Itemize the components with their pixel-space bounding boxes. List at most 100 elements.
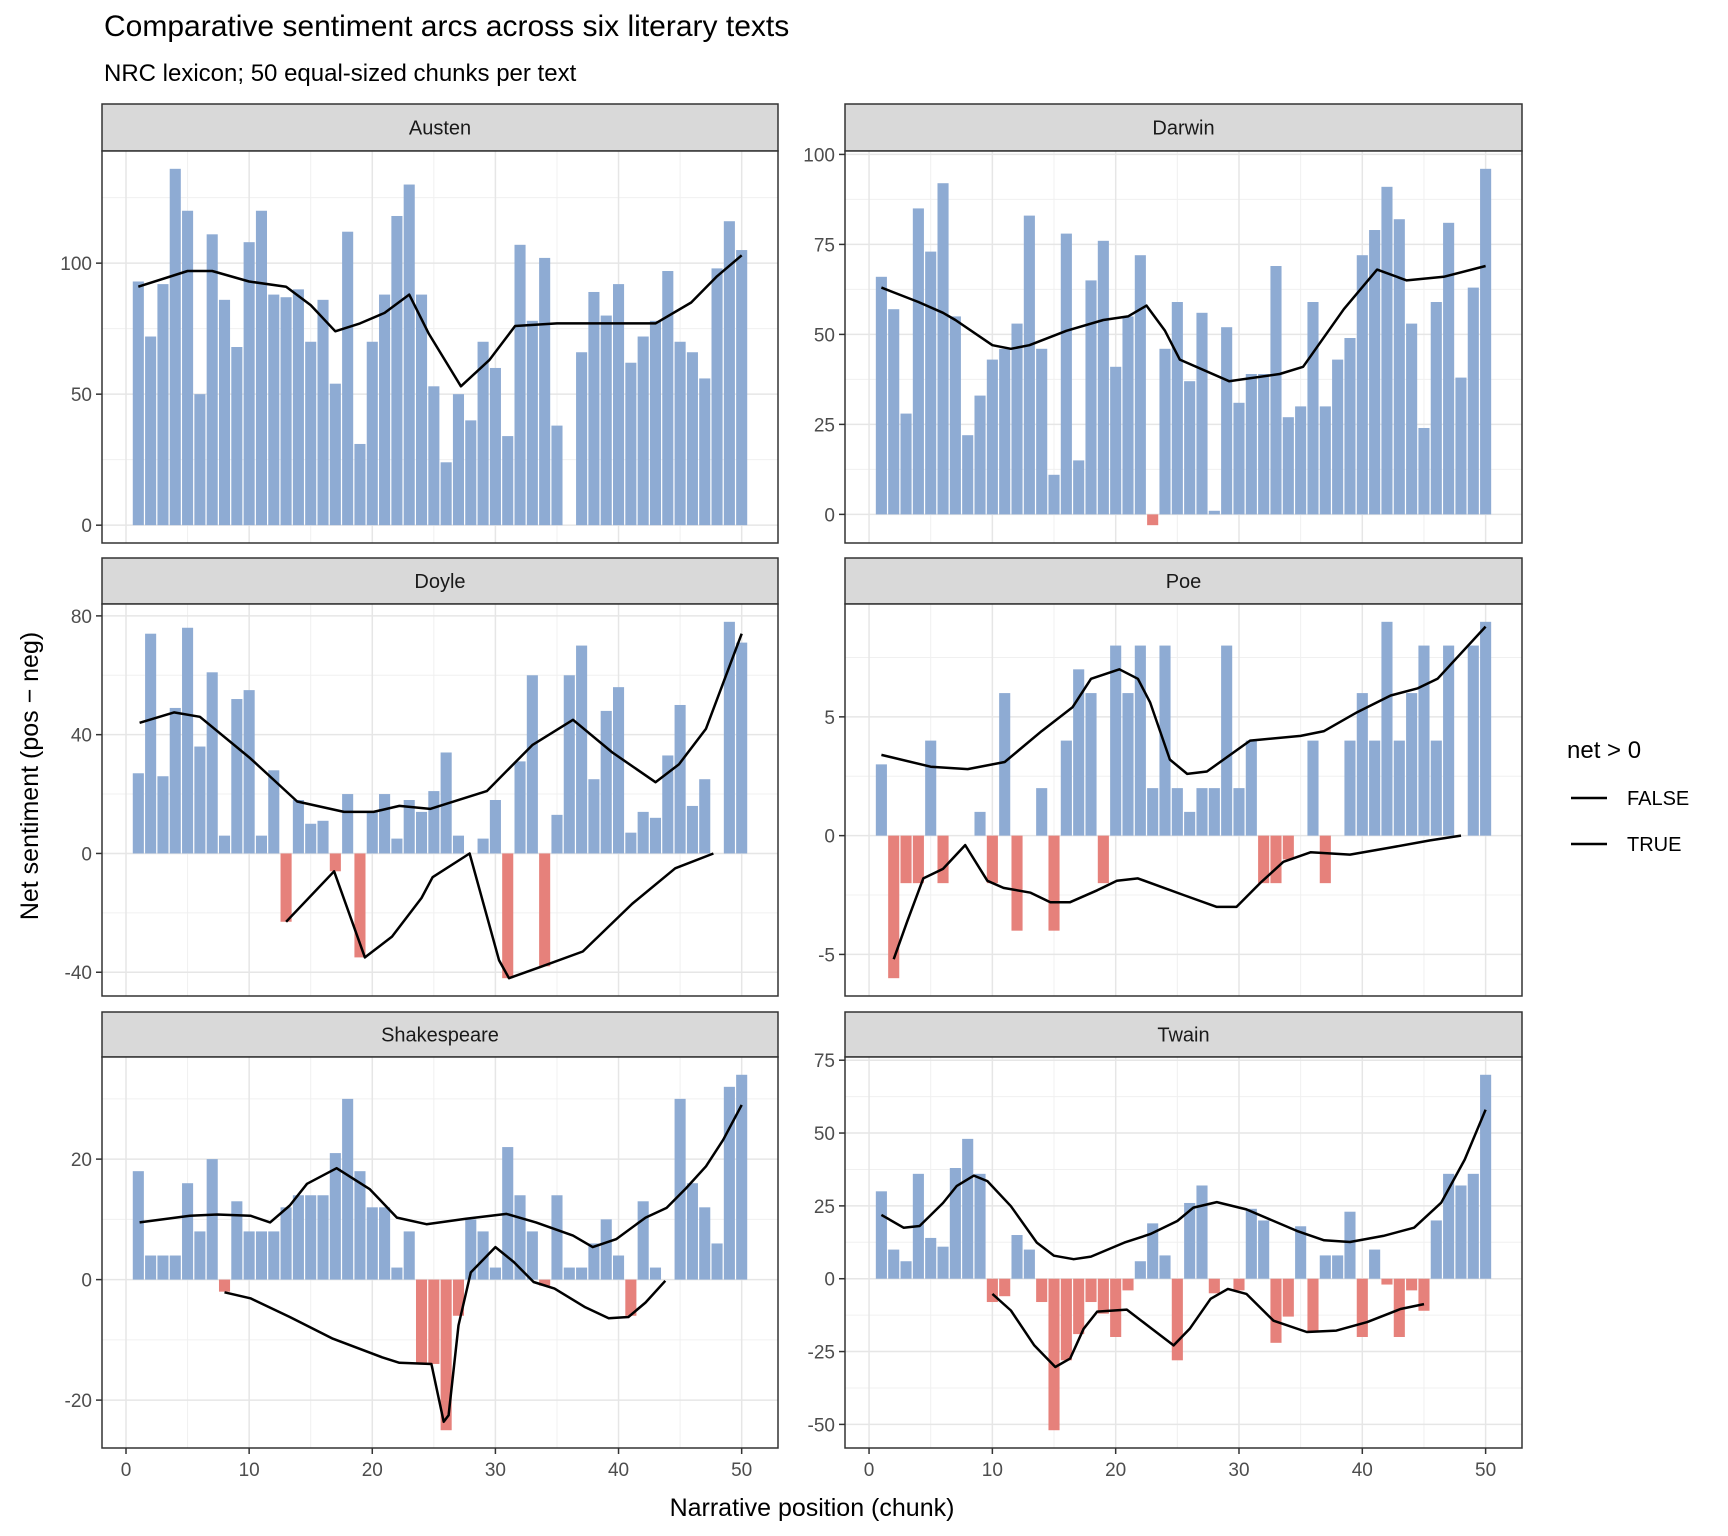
bar-positive [514,761,526,854]
bar-positive [974,1173,986,1279]
bar-positive [1134,645,1146,836]
bar-positive [674,1098,686,1280]
bar-positive [1406,323,1418,515]
bar-positive [686,1183,698,1280]
bar-positive [477,1231,489,1280]
smooth-line-true [880,1109,1487,1261]
bar-negative [1048,835,1060,931]
bar-positive [403,1231,415,1280]
bar-positive [1381,186,1393,515]
bar-positive [1332,1255,1344,1279]
panel-poe: Poe -5 0 5 [818,557,1523,997]
panel-austen: Austen 0 50 100 [60,103,779,544]
panel-twain: Twain -50 -25 0 25 50 75 0 10 20 30 40 50 [808,1011,1523,1481]
bar-positive [875,1191,887,1279]
bar-positive [736,1074,748,1280]
bar-positive [949,316,961,515]
bar-positive [280,1207,292,1280]
bar-positive [255,210,267,526]
x-tick-label: 20 [362,1460,383,1481]
x-tick-label: 20 [1105,1460,1126,1481]
bar-positive [342,1098,354,1280]
bar-positive [1245,1208,1257,1279]
bar-positive [354,1171,366,1280]
facet-strip-label: Shakespeare [381,1025,499,1047]
bar-positive [674,341,686,526]
bar-positive [231,347,243,526]
bar-positive [1073,460,1085,515]
bar-negative [1097,835,1109,884]
bar-positive [1369,740,1381,836]
bar-positive [1208,788,1220,836]
bar-negative [354,853,366,958]
smooth-line-false [991,1287,1425,1369]
bar-positive [875,276,887,515]
bar-positive [1319,406,1331,515]
bar-positive [477,341,489,526]
bar-negative [1097,1278,1109,1314]
bar-positive [723,1086,735,1280]
bar-positive [1344,1211,1356,1279]
bar-positive [539,257,551,526]
bar-positive [1245,740,1257,836]
panel-darwin: Darwin 0 25 50 75 100 [803,103,1523,544]
y-tick-label: 50 [71,385,92,406]
bar-positive [526,1231,538,1280]
bar-positive [1023,215,1035,515]
bar-positive [440,462,452,526]
bar-positive [182,210,194,526]
bar-positive [1196,788,1208,836]
smooth-line-true [881,625,1487,776]
x-tick-label: 30 [1228,1460,1249,1481]
bar-positive [1159,1255,1171,1279]
panel-doyle: Doyle -40 0 40 80 [65,557,779,997]
bar-positive [563,675,575,854]
bar-positive [600,1219,612,1280]
facet-strip [844,557,1523,605]
bar-positive [723,221,735,526]
bar-positive [1233,788,1245,836]
bar-positive [415,811,428,854]
bar-positive [999,693,1011,836]
bar-positive [949,1168,961,1279]
bar-negative [1011,835,1023,931]
bar-positive [157,284,169,526]
bar-positive [1455,377,1467,515]
bar-positive [1122,316,1134,515]
x-tick-label: 40 [608,1460,629,1481]
bar-positive [145,336,157,526]
bar-positive [157,1255,169,1280]
bar-positive [194,1231,206,1280]
smooth-line-true [139,1104,743,1249]
bar-positive [900,413,912,515]
bar-positive [1430,1220,1442,1279]
bar-positive [1110,366,1122,515]
bar-positive [912,208,924,515]
bar-positive [132,773,144,854]
bar-positive [576,1267,588,1280]
y-tick-label: 80 [71,607,92,628]
legend-label-true: TRUE [1627,834,1681,856]
facet-strip-label: Austen [409,118,471,140]
bar-positive [1443,222,1455,515]
legend: net > 0 FALSE TRUE [1567,737,1689,856]
bar-positive [157,776,169,854]
bar-positive [1480,621,1492,836]
facet-strip-label: Twain [1157,1025,1209,1047]
bar-positive [1430,302,1442,515]
bar-negative [986,835,998,884]
bar-positive [526,320,538,526]
bar-positive [182,627,194,854]
bar-positive [1282,417,1294,515]
bar-positive [1147,788,1159,836]
facet-strip-label: Darwin [1152,118,1214,140]
bar-positive [637,336,649,526]
bar-positive [736,250,748,526]
bar-positive [588,291,600,526]
bar-positive [169,168,181,526]
y-tick-label: 5 [824,708,835,729]
bar-positive [243,242,255,526]
bar-positive [1258,1220,1270,1279]
bar-positive [1480,1074,1492,1279]
panel-border [844,1056,1523,1449]
